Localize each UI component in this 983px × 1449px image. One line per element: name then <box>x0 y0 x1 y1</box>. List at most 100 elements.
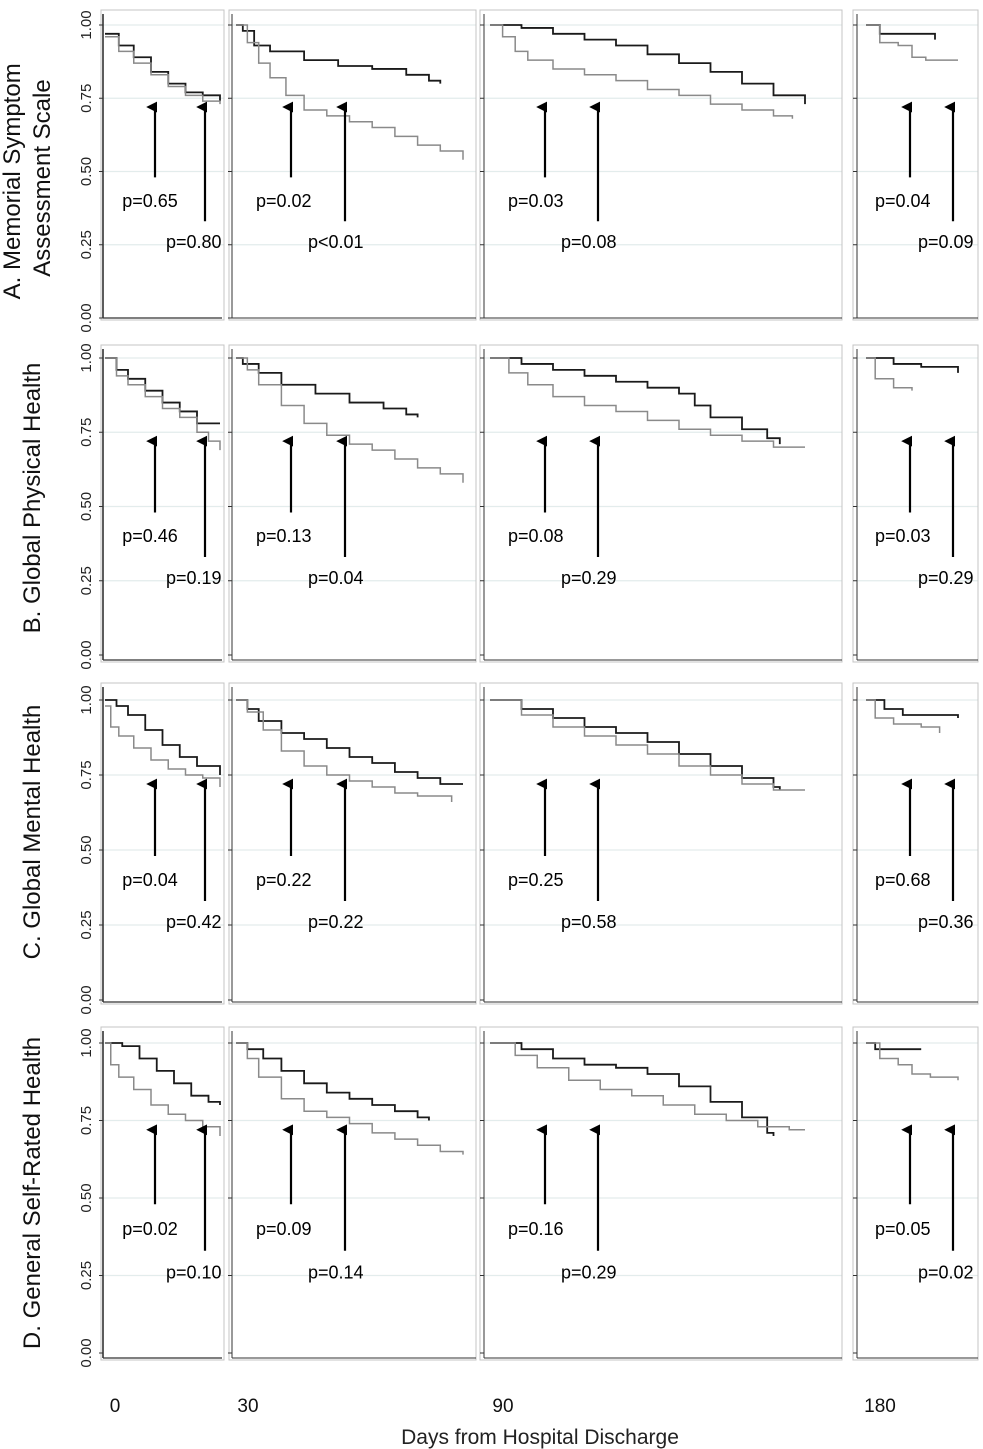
curve-gray <box>105 357 221 451</box>
p-value-label: p=0.04 <box>308 568 364 588</box>
y-tick-label: 1.00 <box>78 343 95 372</box>
p-value-label: p=0.05 <box>875 1219 931 1239</box>
y-tick-label: 0.25 <box>78 1261 95 1290</box>
p-value-label: p=0.68 <box>875 870 931 890</box>
panel-frame <box>100 344 225 663</box>
curve-dark <box>490 699 781 790</box>
p-value-label: p=0.46 <box>122 526 178 546</box>
p-value-label: p=0.09 <box>256 1219 312 1239</box>
row-label-a-line-1: A. Memorial Symptom <box>0 63 26 299</box>
panel: p=0.04 p=0.09 <box>852 9 979 321</box>
panel-frame <box>228 9 477 321</box>
curve-gray <box>105 35 221 105</box>
y-tick-label: 0.75 <box>78 1106 95 1135</box>
p-value-label: p=0.04 <box>122 870 178 890</box>
y-tick-label: 0.00 <box>78 303 95 332</box>
p-value-label: p=0.29 <box>561 568 617 588</box>
p-value-label: p=0.02 <box>256 191 312 211</box>
p-value-label: p=0.08 <box>561 232 617 252</box>
x-tick-label: 180 <box>864 1396 896 1417</box>
curve-dark <box>105 32 221 102</box>
y-tick-label: 0.50 <box>78 157 95 186</box>
panel: p=0.03 p=0.29 <box>852 344 979 663</box>
panel: p=0.13 p=0.04 <box>228 344 477 663</box>
curve-dark <box>866 24 936 40</box>
row-label-d: D. General Self-Rated Health <box>19 1037 46 1349</box>
panel: p=0.02 p<0.01 <box>228 9 477 321</box>
p-value-label: p=0.03 <box>875 526 931 546</box>
y-tick-label: 1.00 <box>78 1028 95 1057</box>
p-value-label: p=0.10 <box>166 1262 222 1282</box>
y-tick-label: 0.50 <box>78 835 95 864</box>
y-tick-label: 0.75 <box>78 760 95 789</box>
p-value-label: p=0.09 <box>918 232 974 252</box>
panel-frame <box>852 682 979 1005</box>
y-tick-label: 1.00 <box>78 685 95 714</box>
p-value-label: p=0.08 <box>508 526 564 546</box>
y-tick-label: 0.75 <box>78 418 95 447</box>
panel: p=0.16 p=0.29 <box>479 1026 843 1361</box>
y-tick-label: 0.25 <box>78 230 95 259</box>
curve-gray <box>866 699 941 733</box>
y-tick-label: 0.00 <box>78 640 95 669</box>
curve-dark <box>105 357 220 425</box>
y-tick-label: 0.50 <box>78 492 95 521</box>
panel-frame <box>228 682 477 1005</box>
curve-gray <box>490 699 805 791</box>
p-value-label: p=0.02 <box>122 1219 178 1239</box>
curve-gray <box>236 357 464 483</box>
p-value-label: p=0.13 <box>256 526 312 546</box>
panel-frame <box>852 1026 979 1361</box>
panel: 0.00 0.25 0.50 0.75 1.00 p=0.02 p=0.10 <box>78 1026 225 1368</box>
curve-dark <box>490 24 806 105</box>
panel: 0.00 0.25 0.50 0.75 1.00 p=0.46 p=0.19 <box>78 343 225 670</box>
p-value-label: p=0.29 <box>561 1262 617 1282</box>
p-value-label: p=0.16 <box>508 1219 564 1239</box>
panel-frame <box>479 344 843 663</box>
curve-dark <box>236 24 442 84</box>
panel-frame <box>100 9 225 321</box>
row-label-c: C. Global Mental Health <box>19 705 46 960</box>
x-axis: 0 30 90 180 Days from Hospital Discharge <box>110 1396 896 1449</box>
p-value-label: p=0.03 <box>508 191 564 211</box>
curve-gray <box>866 357 913 391</box>
panel: p=0.08 p=0.29 <box>479 344 843 663</box>
curve-dark <box>236 357 419 418</box>
curve-gray <box>866 24 958 61</box>
panel: p=0.22 p=0.22 <box>228 682 477 1005</box>
panel-frame <box>479 682 843 1005</box>
panel-frame <box>479 1026 843 1361</box>
curve-gray <box>490 24 794 119</box>
curve-dark <box>866 699 959 718</box>
panel: p=0.09 p=0.14 <box>228 1026 477 1361</box>
p-value-label: p=0.29 <box>918 568 974 588</box>
panel-frame <box>228 344 477 663</box>
curve-dark <box>236 1042 430 1121</box>
p-value-label: p<0.01 <box>308 232 364 252</box>
panel: 0.00 0.25 0.50 0.75 1.00 p=0.65 p=0.80 <box>78 9 225 333</box>
p-value-label: p=0.42 <box>166 912 222 932</box>
curve-dark <box>236 699 463 785</box>
panel: p=0.68 p=0.36 <box>852 682 979 1005</box>
curve-gray <box>105 705 221 787</box>
x-axis-label: Days from Hospital Discharge <box>401 1426 679 1449</box>
row-label-a-line-2: Assessment Scale <box>29 79 56 276</box>
x-tick-label: 90 <box>492 1396 513 1417</box>
panel-frame <box>100 1026 225 1361</box>
curve-dark <box>105 1042 221 1105</box>
y-tick-label: 0.25 <box>78 910 95 939</box>
panel: p=0.03 p=0.08 <box>479 9 843 321</box>
p-value-label: p=0.19 <box>166 568 222 588</box>
y-tick-label: 0.00 <box>78 985 95 1014</box>
p-value-label: p=0.22 <box>308 912 364 932</box>
x-tick-label: 30 <box>237 1396 258 1417</box>
p-value-label: p=0.65 <box>122 191 178 211</box>
panel-frame <box>852 344 979 663</box>
y-tick-label: 0.75 <box>78 84 95 113</box>
p-value-label: p=0.36 <box>918 912 974 932</box>
panel: p=0.05 p=0.02 <box>852 1026 979 1361</box>
panels: 0.00 0.25 0.50 0.75 1.00 p=0.65 p=0.80 p=0.02 p<… <box>78 9 979 1368</box>
curve-gray <box>236 1042 464 1155</box>
row-label-b: B. Global Physical Health <box>19 363 46 634</box>
